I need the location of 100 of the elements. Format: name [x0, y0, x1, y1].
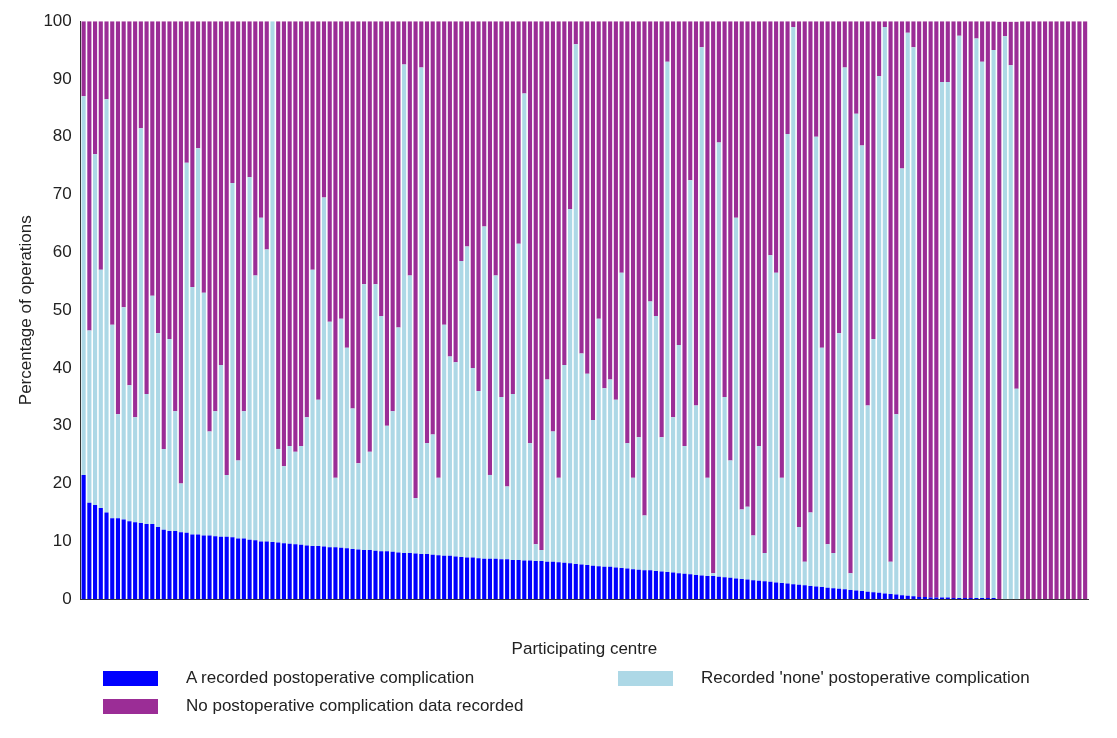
bar	[899, 595, 905, 600]
y-tick-label: 30	[52, 415, 72, 435]
bar	[774, 272, 779, 583]
bar	[774, 21, 779, 273]
bar	[361, 284, 367, 551]
bar	[218, 365, 224, 537]
bar	[877, 76, 882, 593]
bar	[258, 217, 264, 542]
y-tick-label: 20	[52, 473, 72, 493]
bar	[115, 414, 121, 519]
bar	[974, 38, 979, 599]
bar	[568, 21, 573, 210]
bar	[836, 21, 842, 334]
bar	[733, 578, 739, 600]
bar	[671, 417, 676, 573]
bar	[384, 21, 389, 426]
bar	[671, 572, 676, 600]
bar	[93, 21, 98, 155]
y-tick-label: 10	[52, 531, 72, 551]
bar	[1065, 21, 1071, 600]
bar	[361, 550, 367, 600]
bar	[1002, 21, 1008, 37]
bar	[899, 21, 905, 169]
bar	[447, 356, 452, 556]
y-tick-label: 70	[52, 184, 72, 204]
bar	[940, 21, 945, 82]
bar	[487, 558, 493, 600]
bar	[510, 21, 515, 395]
bar	[836, 333, 842, 589]
bar	[814, 136, 819, 587]
bar	[945, 81, 950, 598]
bar	[424, 443, 430, 555]
bar	[424, 21, 430, 444]
bar	[733, 217, 739, 579]
bar	[653, 315, 658, 571]
bar	[756, 21, 761, 447]
bar	[447, 555, 452, 600]
bar	[281, 466, 286, 544]
bar	[281, 543, 286, 600]
bar	[241, 21, 246, 412]
bar	[133, 522, 138, 600]
bar	[321, 546, 327, 600]
bar	[505, 486, 510, 560]
bar	[155, 526, 161, 600]
y-tick-label: 90	[52, 68, 72, 88]
bar	[487, 21, 493, 475]
bar	[630, 477, 636, 570]
bar	[985, 21, 990, 599]
bar	[590, 21, 596, 421]
legend-label: A recorded postoperative complication	[186, 668, 475, 688]
bar	[133, 21, 138, 418]
bar	[115, 518, 121, 600]
y-axis-title: Percentage of operations	[15, 215, 35, 406]
bar	[590, 565, 596, 600]
bar	[991, 50, 996, 599]
bar	[487, 474, 493, 559]
bar	[1025, 21, 1030, 600]
bar	[344, 548, 349, 600]
bar	[774, 582, 779, 600]
bar	[510, 394, 515, 560]
bar	[568, 563, 573, 600]
bar	[299, 21, 304, 447]
bar	[733, 21, 739, 218]
bar	[196, 21, 201, 149]
bar	[568, 209, 573, 564]
bar	[115, 21, 121, 415]
bar	[276, 21, 281, 449]
bar	[402, 64, 407, 553]
y-tick-label: 60	[52, 242, 72, 262]
bar	[93, 154, 98, 505]
bar	[510, 559, 515, 600]
bar	[196, 148, 201, 535]
bar	[344, 347, 349, 549]
bar	[155, 333, 161, 527]
bar	[608, 379, 613, 567]
bar	[344, 21, 349, 348]
bar	[138, 522, 143, 600]
legend-label: No postoperative complication data recorded	[186, 696, 524, 716]
y-tick-label: 0	[62, 588, 72, 608]
bar	[321, 197, 327, 547]
bar	[716, 142, 721, 577]
bar	[693, 405, 699, 575]
bar	[299, 446, 304, 545]
bar	[299, 544, 304, 600]
bar	[264, 21, 269, 250]
bar	[608, 21, 613, 380]
x-axis-title: Participating centre	[511, 639, 658, 659]
bar	[957, 35, 962, 599]
bar	[527, 443, 533, 561]
bar	[447, 21, 452, 357]
bar	[465, 21, 470, 247]
bar	[796, 21, 802, 527]
bar	[465, 246, 470, 558]
bar	[218, 21, 224, 366]
bar	[859, 21, 864, 146]
bar	[630, 21, 636, 478]
bar	[962, 21, 968, 599]
bar	[1083, 21, 1088, 600]
bar	[93, 504, 98, 600]
bar	[424, 554, 430, 600]
